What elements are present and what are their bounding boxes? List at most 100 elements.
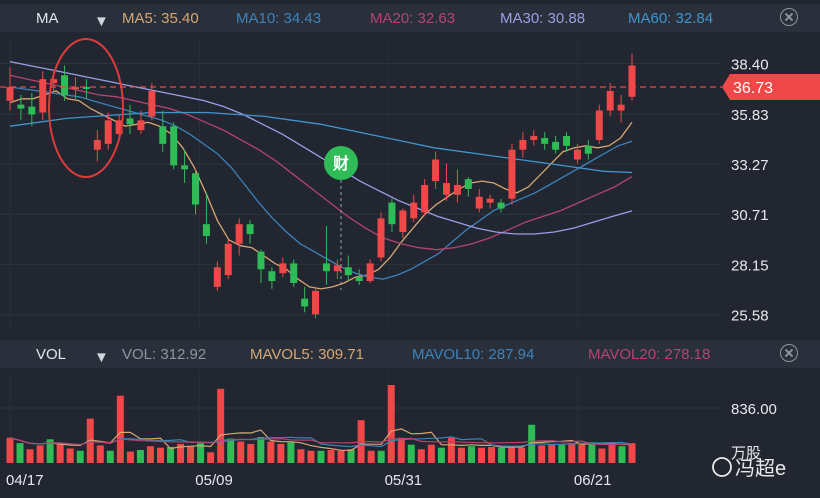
candle bbox=[617, 94, 625, 123]
volume-bar bbox=[136, 450, 144, 463]
ma-lines bbox=[9, 60, 633, 290]
earnings-marker[interactable]: 财 bbox=[324, 146, 358, 290]
volume-bar bbox=[247, 443, 255, 463]
volume-bar bbox=[618, 446, 626, 463]
candle bbox=[606, 83, 614, 117]
volume-bar bbox=[558, 444, 566, 463]
candle bbox=[213, 261, 221, 291]
candle-body bbox=[563, 136, 571, 146]
ma-indicator-selector[interactable]: MA bbox=[36, 10, 59, 27]
candle-body bbox=[170, 126, 178, 166]
candle bbox=[71, 77, 79, 101]
ma30-line bbox=[9, 60, 633, 235]
candle-body bbox=[224, 243, 232, 276]
candle-body bbox=[246, 224, 254, 234]
candle-body bbox=[268, 271, 276, 282]
candle bbox=[486, 194, 494, 209]
ma-indicator-bar: MA ▼ MA5: 35.40 MA10: 34.43 MA20: 32.63 … bbox=[0, 4, 820, 32]
candle bbox=[519, 132, 527, 158]
candle-body bbox=[93, 139, 101, 150]
close-vol-icon[interactable] bbox=[780, 344, 798, 362]
volume-bar bbox=[146, 446, 154, 463]
candle-body bbox=[344, 267, 352, 276]
candle-body bbox=[377, 218, 385, 258]
volume-bar bbox=[46, 439, 54, 463]
candle-body bbox=[399, 210, 407, 233]
candle-body bbox=[497, 202, 505, 209]
candle bbox=[432, 151, 440, 189]
candle bbox=[388, 198, 396, 233]
volume-bar bbox=[498, 447, 506, 463]
current-price-label: 36.73 bbox=[733, 80, 773, 97]
ma-dropdown-icon[interactable]: ▼ bbox=[94, 13, 109, 30]
vol-dropdown-icon[interactable]: ▼ bbox=[94, 349, 109, 366]
candle bbox=[17, 94, 25, 121]
vol-indicator-selector[interactable]: VOL bbox=[36, 346, 66, 363]
date-tick-label: 06/21 bbox=[574, 472, 612, 489]
candle-body bbox=[508, 149, 516, 199]
volume-bar bbox=[377, 450, 385, 463]
mavol10-value: MAVOL10: 287.94 bbox=[412, 346, 535, 363]
candle-body bbox=[213, 267, 221, 287]
volume-bar bbox=[508, 446, 516, 463]
volume-bar bbox=[437, 447, 445, 463]
candle-body bbox=[257, 251, 265, 270]
candle-body bbox=[432, 159, 440, 182]
candle-body bbox=[322, 263, 330, 272]
volume-bar bbox=[106, 450, 114, 463]
candle bbox=[366, 259, 374, 283]
volume-bar bbox=[337, 450, 345, 463]
volume-bar bbox=[287, 442, 295, 463]
candle-body bbox=[464, 179, 472, 189]
candle-body bbox=[475, 196, 483, 209]
volume-bar bbox=[307, 450, 315, 463]
weibo-icon bbox=[712, 457, 732, 477]
volume-bar bbox=[327, 450, 335, 463]
axis-labels: 38.40 35.83 33.27 30.71 28.15 25.58 836.00 万股 04… bbox=[6, 57, 777, 489]
candle bbox=[410, 194, 418, 223]
candle bbox=[344, 255, 352, 282]
candle-body bbox=[530, 136, 538, 140]
candle-body bbox=[39, 79, 47, 113]
candle bbox=[508, 143, 516, 205]
volume-bars bbox=[6, 385, 636, 463]
ma60-line bbox=[9, 111, 633, 174]
close-ma-icon[interactable] bbox=[780, 8, 798, 26]
volume-bar bbox=[578, 443, 586, 463]
volume-bar bbox=[628, 443, 636, 463]
candle bbox=[82, 79, 90, 99]
candle-body bbox=[366, 263, 374, 282]
candle bbox=[6, 67, 14, 111]
vol-indicator-name: VOL bbox=[36, 346, 67, 363]
candle bbox=[202, 194, 210, 244]
candle-body bbox=[137, 120, 145, 131]
volume-bar bbox=[237, 441, 245, 463]
ma5-value: MA5: 35.40 bbox=[122, 10, 199, 27]
ma20-line bbox=[9, 74, 633, 251]
highlight-circle bbox=[48, 38, 124, 178]
candle bbox=[541, 132, 549, 150]
candle-body bbox=[301, 298, 309, 307]
candle-body bbox=[235, 224, 243, 244]
volume-bar bbox=[297, 449, 305, 463]
mavol20-value: MAVOL20: 278.18 bbox=[588, 346, 711, 363]
volume-bar bbox=[76, 450, 84, 463]
volume-bar bbox=[317, 450, 325, 463]
ma10-value: MA10: 34.43 bbox=[236, 10, 322, 27]
candle bbox=[399, 208, 407, 238]
candle bbox=[290, 259, 298, 287]
candle bbox=[628, 53, 636, 101]
candle-body bbox=[148, 90, 156, 117]
price-tick-label: 33.27 bbox=[731, 157, 769, 174]
volume-bar bbox=[488, 446, 496, 463]
current-price-tag: 36.73 bbox=[722, 74, 820, 100]
candle bbox=[257, 249, 265, 283]
candle bbox=[192, 169, 200, 215]
volume-bar bbox=[207, 452, 215, 463]
volume-bar bbox=[36, 445, 44, 463]
candle-body bbox=[290, 263, 298, 283]
candle bbox=[497, 198, 505, 213]
candle bbox=[279, 257, 287, 278]
volume-bar bbox=[267, 441, 275, 463]
